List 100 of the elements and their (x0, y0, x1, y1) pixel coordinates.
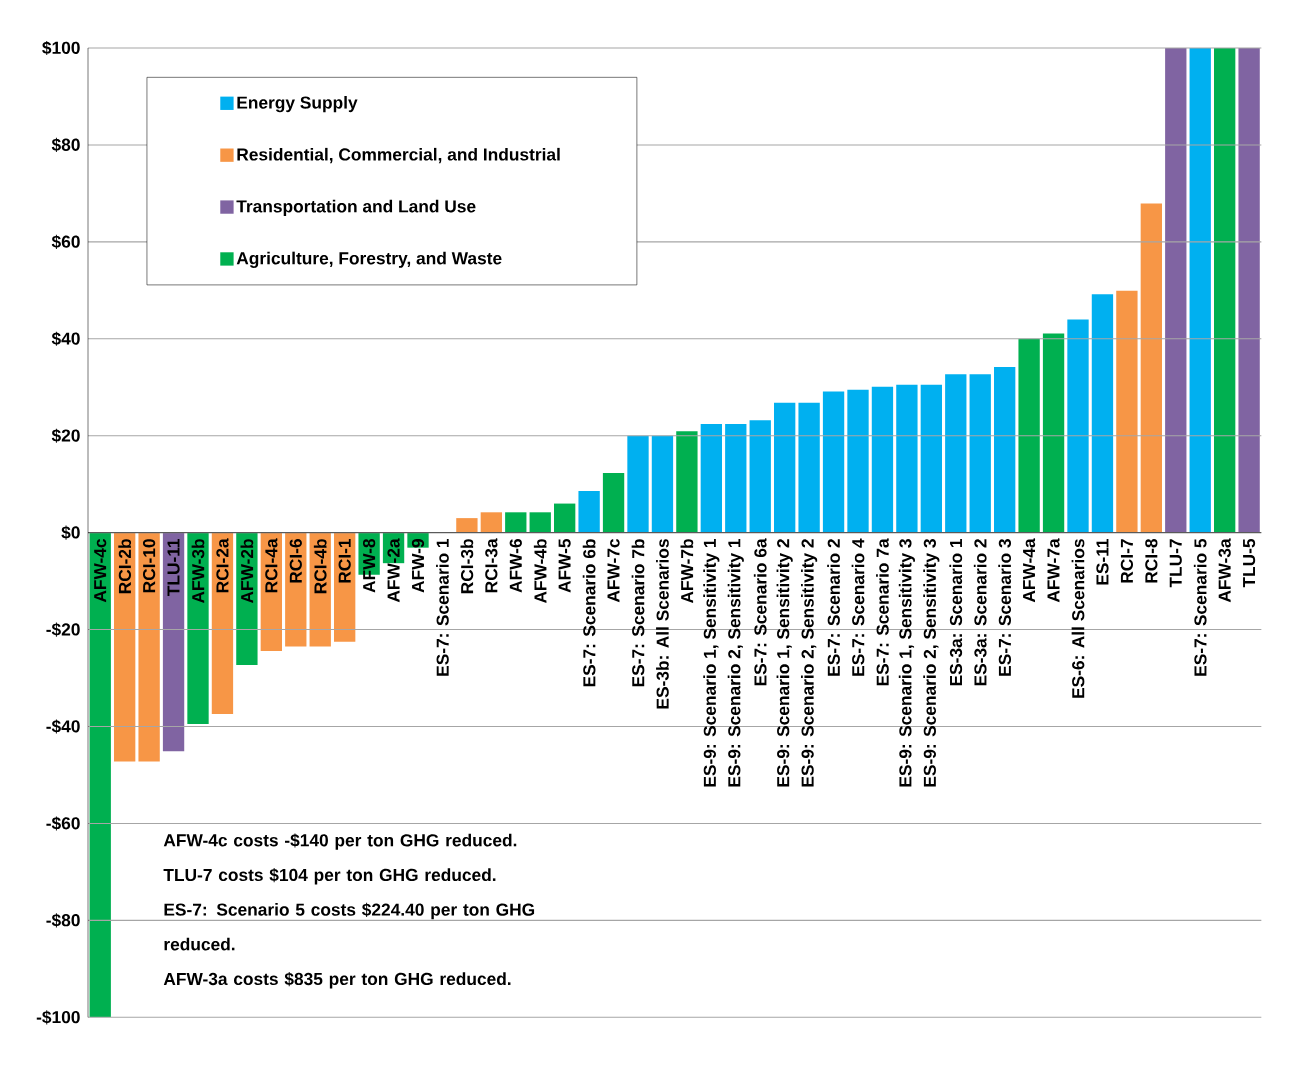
bar (1214, 47, 1236, 533)
bar (138, 532, 160, 762)
x-tick-label: ES-7: Scenario 6a (753, 538, 767, 686)
x-tick-label: AFW-4c (94, 538, 107, 603)
x-tick-label: AFW-7a (1047, 538, 1060, 603)
y-tick-label: -$60 (46, 816, 80, 831)
x-tick-label: ES-3b: All Scenarios (656, 539, 669, 709)
bar (529, 512, 551, 533)
bar (236, 532, 258, 665)
x-tick-label: AFW-3a (1218, 538, 1231, 603)
x-tick-label: TLU-11 (167, 538, 180, 597)
bar (725, 424, 747, 533)
bar (211, 532, 234, 714)
bar (480, 512, 503, 533)
x-tick-label: RCI-10 (142, 539, 156, 593)
annotation: AFW-3a costs $835 per ton GHG reduced. (163, 972, 511, 989)
bar (1067, 319, 1089, 533)
bar (822, 391, 845, 533)
legend-label: Agriculture, Forestry, and Waste (236, 251, 502, 268)
x-tick-label: ES-3a: Scenario 2 (973, 539, 987, 686)
bar (578, 490, 600, 533)
x-tick-label: RCI-8 (1145, 538, 1158, 583)
bar (920, 384, 942, 533)
x-tick-label: AFW-2a (387, 538, 400, 603)
x-tick-label: TLU-7 (1169, 539, 1182, 588)
x-tick-label: ES-7: Scenario 4 (851, 538, 865, 676)
x-tick-label: AFW-6 (509, 539, 522, 593)
bar (602, 473, 625, 533)
bar (505, 512, 527, 533)
y-tick-label: -$100 (36, 1010, 80, 1025)
bar (89, 532, 111, 1018)
y-tick-label: -$40 (46, 719, 80, 734)
legend-label: Transportation and Land Use (236, 199, 476, 216)
x-tick-label: RCI-6 (289, 539, 302, 583)
x-tick-label: ES-9: Scenario 2, Sensitivity 2 (801, 539, 818, 787)
y-tick-label: $40 (51, 331, 80, 346)
bar (969, 374, 991, 533)
x-tick-label: ES-7: Scenario 7a (876, 538, 889, 686)
x-tick-label: AFW-3b (191, 539, 205, 604)
x-tick-label: TLU-5 (1243, 538, 1256, 588)
bar (456, 518, 478, 533)
bar (627, 435, 649, 533)
x-tick-label: AFW-4a (1023, 538, 1036, 603)
x-tick-label: RCI-2a (216, 538, 229, 593)
x-tick-label: ES-9: Scenario 2, Sensitivity 1 (727, 538, 744, 787)
bar (700, 424, 722, 533)
x-tick-label: RCI-2b (118, 539, 132, 594)
bar (651, 435, 674, 533)
bar (1165, 47, 1187, 533)
bar (162, 532, 185, 752)
x-tick-label: ES-7: Scenario 7b (631, 539, 645, 687)
y-tick-label: -$80 (46, 913, 80, 928)
annotation: AFW-4c costs -$140 per ton GHG reduced. (163, 833, 517, 850)
bar (749, 420, 771, 533)
x-tick-label: ES-6: All Scenarios (1071, 539, 1085, 698)
annotation: ES-7: Scenario 5 costs $224.40 per ton GHG reduced. (164, 902, 535, 951)
bar (1091, 294, 1114, 533)
x-tick-label: ES-11 (1096, 538, 1109, 585)
x-tick-label: AFW-2b (240, 539, 254, 604)
x-tick-label: AFW-7b (680, 539, 694, 604)
x-tick-label: AFW-9 (411, 539, 425, 593)
x-tick-label: ES-9: Scenario 1, Sensitivity 2 (776, 539, 793, 787)
bar (187, 532, 209, 725)
bar (114, 532, 136, 762)
x-tick-label: ES-9: Scenario 1, Sensitivity 1 (703, 538, 720, 787)
x-tick-label: AFW-7c (607, 538, 620, 603)
y-tick-label: -$20 (46, 622, 80, 637)
x-tick-label: RCI-3a (485, 538, 498, 593)
annotation: TLU-7 costs $104 per ton GHG reduced. (163, 868, 496, 885)
bar (676, 431, 698, 533)
x-tick-label: RCI-1 (338, 538, 351, 583)
bar (994, 366, 1016, 533)
bar (847, 389, 869, 533)
legend-label: Residential, Commercial, and Industrial (237, 147, 560, 164)
bar (774, 402, 796, 533)
x-tick-label: ES-7: Scenario 2 (827, 539, 840, 676)
x-tick-label: ES-9: Scenario 1, Sensitivity 3 (898, 539, 915, 787)
x-tick-label: ES-7: Scenario 1 (436, 538, 449, 676)
x-tick-label: AFW-4b (533, 539, 547, 604)
y-tick-label: $80 (51, 137, 80, 153)
bar (1189, 47, 1211, 533)
x-tick-label: AFW-5 (558, 538, 571, 593)
y-tick-label: $20 (51, 428, 80, 443)
x-tick-label: RCI-4b (313, 539, 327, 594)
x-tick-label: ES-9: Scenario 2, Sensitivity 3 (923, 539, 940, 787)
x-tick-label: RCI-4a (265, 538, 278, 593)
bar (871, 386, 894, 533)
bar (945, 374, 967, 533)
bar (896, 384, 918, 533)
y-tick-label: $0 (61, 525, 80, 540)
bar (1116, 290, 1138, 533)
bar (1042, 333, 1065, 533)
legend-label: Energy Supply (237, 95, 358, 113)
bar (1238, 47, 1260, 533)
x-tick-label: ES-7: Scenario 5 (1193, 538, 1207, 676)
x-tick-label: ES-7: Scenario 6b (582, 539, 596, 687)
y-tick-label: $60 (51, 234, 80, 249)
y-tick-label: $100 (42, 40, 80, 56)
x-tick-label: RCI-7 (1120, 539, 1134, 583)
x-tick-label: AFW-8 (362, 538, 376, 593)
